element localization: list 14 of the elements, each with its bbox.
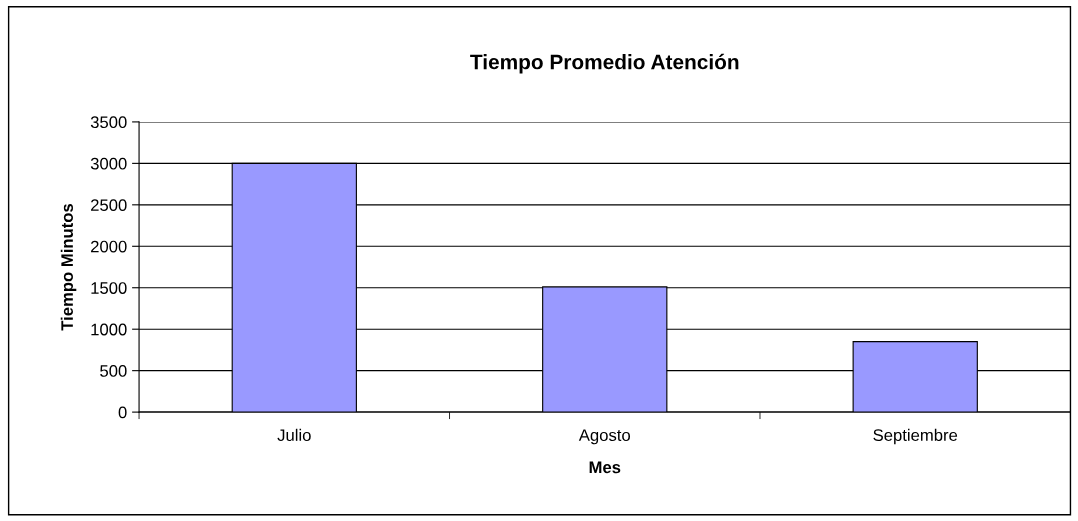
y-tick-label: 0 [118,406,127,419]
y-axis-title: Tiempo Minutos [60,203,77,331]
y-tick-label: 500 [100,365,127,377]
x-tick-label: Agosto [578,429,630,445]
y-tick-label: 3000 [90,157,127,170]
y-tick-label: 2500 [91,199,127,212]
x-axis-title: Mes [589,461,621,474]
y-tick-label: 2000 [91,240,127,253]
chart-title: Tiempo Promedio Atención [470,53,739,74]
x-tick-label: Septiembre [873,428,958,445]
y-tick-label: 3500 [90,116,127,129]
x-tick-label: Julio [277,428,311,442]
y-tick-label: 1500 [91,282,127,294]
y-tick-label: 1000 [91,323,127,336]
